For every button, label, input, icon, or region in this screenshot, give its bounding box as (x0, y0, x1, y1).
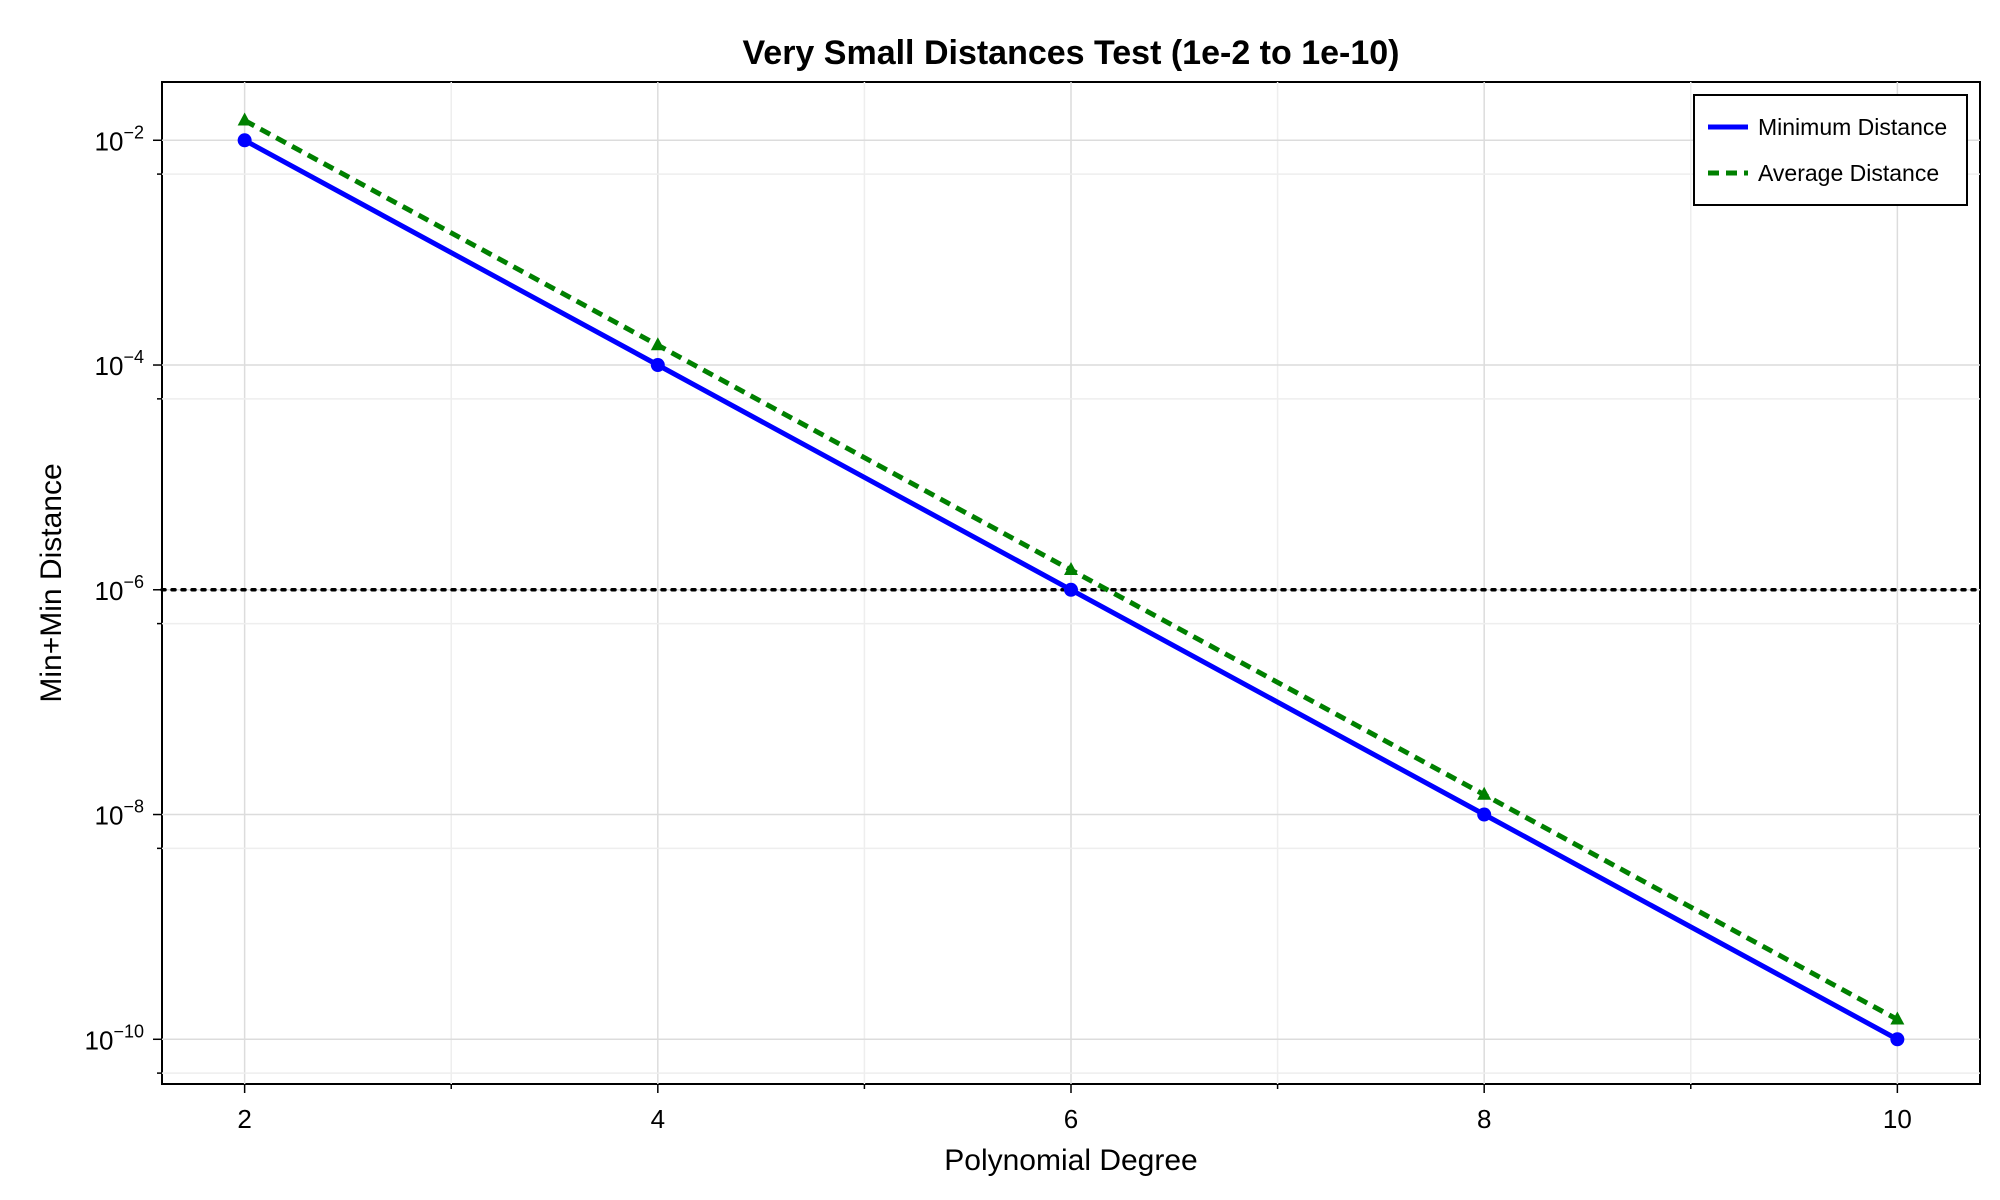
legend-label-average: Average Distance (1758, 160, 1939, 186)
data-point-average (1890, 1011, 1905, 1025)
x-tick-label: 10 (1883, 1104, 1912, 1134)
y-axis-ticks: 10−2 10−4 10−6 10−8 10−10 (85, 122, 162, 1074)
x-axis-ticks: 2 4 6 8 10 (237, 1084, 1912, 1134)
data-point-minimum (1890, 1032, 1905, 1047)
data-point-average (1064, 561, 1078, 575)
series-group (237, 112, 1905, 1047)
y-tick-label: 10−2 (95, 122, 144, 156)
data-point-minimum (1064, 582, 1078, 597)
data-point-average (650, 337, 665, 351)
x-tick-label: 2 (237, 1104, 251, 1134)
y-tick-label: 10−10 (85, 1021, 144, 1055)
data-point-minimum (1477, 807, 1492, 822)
grid (162, 82, 1980, 1084)
y-axis-label: Min+Min Distance (35, 463, 68, 702)
legend: Minimum Distance Average Distance (1693, 94, 1968, 206)
y-tick-label: 10−8 (95, 797, 144, 831)
data-point-minimum (237, 133, 252, 148)
x-tick-label: 8 (1477, 1104, 1491, 1134)
data-point-average (237, 112, 252, 126)
data-point-average (1477, 786, 1492, 800)
legend-label-minimum: Minimum Distance (1758, 114, 1947, 140)
x-tick-label: 4 (651, 1104, 665, 1134)
data-point-minimum (650, 358, 665, 373)
y-tick-label: 10−4 (95, 347, 144, 381)
legend-box (1693, 94, 1968, 206)
chart-title: Very Small Distances Test (1e-2 to 1e-10… (742, 34, 1399, 72)
y-tick-label: 10−6 (95, 572, 144, 606)
x-axis-label: Polynomial Degree (944, 1144, 1197, 1177)
x-tick-label: 6 (1064, 1104, 1078, 1134)
